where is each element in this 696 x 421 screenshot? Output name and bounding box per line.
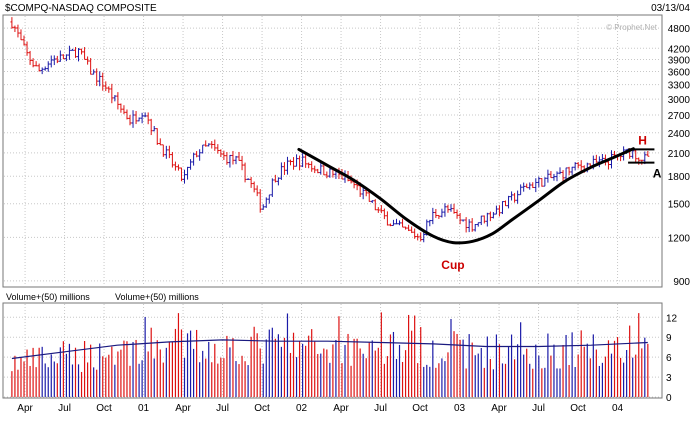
price-panel-frame bbox=[2, 14, 663, 288]
date-tick-label: Oct bbox=[254, 403, 270, 414]
price-tick-label: 1200 bbox=[668, 233, 691, 244]
date-tick-label: 03 bbox=[454, 403, 466, 414]
support-label: A bbox=[653, 167, 662, 181]
price-tick-label: 3300 bbox=[668, 81, 691, 92]
date-tick-label: Oct bbox=[96, 403, 112, 414]
date-tick-label: Jul bbox=[532, 403, 545, 414]
price-tick-label: 2400 bbox=[668, 129, 691, 140]
date-tick-label: 02 bbox=[296, 403, 308, 414]
volume-tick-label: 3 bbox=[666, 373, 672, 384]
date-tick-label: 01 bbox=[138, 403, 150, 414]
volume-title: Volume+(50) millions bbox=[6, 292, 90, 302]
date-axis-ticks: Apr Jul Oct 01 Apr Jul Oct 02 Apr Jul Oct 03 Apr Jul O… bbox=[17, 403, 623, 414]
volume-tick-label: 0 bbox=[666, 393, 672, 404]
date-tick-label: Jul bbox=[374, 403, 387, 414]
volume-tick-label: 12 bbox=[666, 313, 678, 324]
price-tick-label: 4800 bbox=[668, 24, 691, 35]
volume-tick-label: 9 bbox=[666, 333, 672, 344]
date-tick-label: Jul bbox=[216, 403, 229, 414]
cup-label: Cup bbox=[441, 258, 464, 272]
date-tick-label: 04 bbox=[612, 403, 624, 414]
price-tick-label: 3000 bbox=[668, 95, 691, 106]
volume-title-repeat: Volume+(50) millions bbox=[115, 292, 199, 302]
price-tick-label: 2100 bbox=[668, 149, 691, 160]
pattern-overlays bbox=[297, 147, 655, 245]
volume-grid bbox=[4, 304, 661, 398]
date-tick-label: Jul bbox=[58, 403, 71, 414]
date-tick-label: Oct bbox=[412, 403, 428, 414]
chart-title: $COMPQ-NASDAQ COMPOSITE bbox=[5, 3, 157, 14]
price-axis-ticks: 900 1200 1500 1800 2100 2400 2700 3000 3300 3600 3… bbox=[668, 24, 691, 288]
cup-curve bbox=[297, 147, 635, 245]
date-tick-label: Apr bbox=[333, 403, 349, 414]
chart-date: 03/13/04 bbox=[651, 3, 690, 14]
price-tick-label: 4200 bbox=[668, 44, 691, 55]
volume-axis-ticks: 0 3 6 9 12 bbox=[666, 313, 678, 404]
volume-bars bbox=[11, 312, 649, 397]
price-tick-label: 900 bbox=[673, 277, 690, 288]
price-tick-label: 2700 bbox=[668, 111, 691, 122]
price-tick-label: 3600 bbox=[668, 68, 691, 79]
price-grid bbox=[4, 16, 661, 286]
handle-label: H bbox=[638, 134, 647, 148]
price-tick-label: 1800 bbox=[668, 172, 691, 183]
price-tick-label: 3900 bbox=[668, 55, 691, 66]
watermark: © Prophet.Net bbox=[606, 23, 658, 32]
date-tick-label: Apr bbox=[491, 403, 507, 414]
price-bars bbox=[10, 17, 650, 243]
pattern-annotations: Cup H A bbox=[441, 134, 661, 272]
price-tick-label: 1500 bbox=[668, 200, 691, 211]
date-tick-label: Apr bbox=[17, 403, 33, 414]
date-tick-label: Apr bbox=[175, 403, 191, 414]
date-tick-label: Oct bbox=[570, 403, 586, 414]
volume-average-line bbox=[11, 339, 648, 360]
volume-tick-label: 6 bbox=[666, 353, 672, 364]
